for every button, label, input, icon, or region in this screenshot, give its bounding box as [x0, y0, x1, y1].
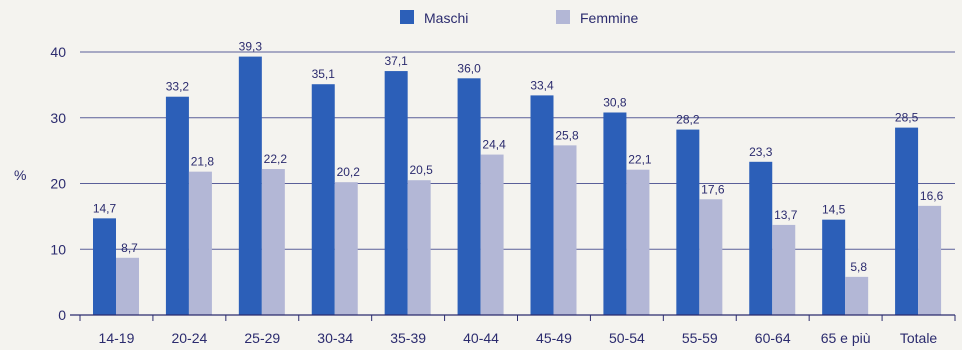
legend: Maschi Femmine [400, 10, 639, 26]
bar-maschi [457, 78, 481, 315]
x-tick-label: 60-64 [755, 330, 791, 346]
x-tick-label: 55-59 [682, 330, 718, 346]
bar-maschi [895, 127, 919, 315]
bar-maschi [238, 56, 262, 315]
bar-maschi [530, 95, 554, 316]
y-tick-label: 10 [50, 241, 66, 257]
data-label: 21,8 [191, 155, 215, 169]
x-tick-label: 25-29 [244, 330, 280, 346]
bar-femmine [918, 205, 942, 315]
bar-femmine [772, 224, 796, 315]
bar-maschi [311, 84, 335, 315]
bar-maschi [822, 219, 846, 315]
bar-femmine [553, 145, 577, 315]
data-label: 30,8 [603, 95, 627, 109]
x-tick-label: 30-34 [317, 330, 353, 346]
data-label: 20,5 [409, 163, 433, 177]
bar-femmine [699, 199, 723, 315]
bar-maschi [676, 129, 700, 315]
data-labels: 14,7 8,7 33,2 21,8 39,3 22,2 35,1 20,2 37,1 20,5 3… [93, 40, 944, 274]
data-label: 39,3 [239, 40, 263, 54]
x-tick-label: 50-54 [609, 330, 645, 346]
x-axis-ticks: 14-19 20-24 25-29 30-34 35-39 40-44 45-49 50-54… [79, 315, 956, 346]
data-label: 17,6 [701, 182, 725, 196]
data-label: 20,2 [337, 165, 361, 179]
bar-femmine [407, 180, 431, 315]
bar-maschi [384, 71, 408, 315]
legend-swatch-maschi [400, 10, 414, 24]
y-axis-ticks: 0 10 20 30 40 [50, 44, 66, 323]
bar-maschi [165, 96, 189, 316]
data-label: 25,8 [555, 128, 579, 142]
bar-maschi [749, 161, 773, 315]
x-tick-label: 35-39 [390, 330, 426, 346]
bar-femmine [261, 169, 285, 315]
bar-maschi [603, 112, 627, 316]
legend-label: Femmine [580, 10, 639, 26]
data-label: 35,1 [312, 67, 336, 81]
bar-femmine [334, 182, 358, 315]
x-tick-label: 65 e più [821, 330, 871, 346]
bar-femmine [188, 171, 212, 315]
x-tick-label: Totale [900, 330, 938, 346]
data-label: 16,6 [920, 189, 944, 203]
data-label: 22,1 [628, 153, 652, 167]
legend-swatch-femmine [556, 10, 570, 24]
gridlines [80, 51, 955, 250]
data-label: 13,7 [774, 208, 798, 222]
y-tick-label: 30 [50, 110, 66, 126]
data-label: 14,7 [93, 201, 117, 215]
bar-maschi [93, 218, 116, 315]
data-label: 23,3 [749, 145, 773, 159]
bar-femmine [845, 276, 869, 315]
data-label: 8,7 [121, 241, 138, 255]
data-label: 33,4 [530, 78, 554, 92]
bar-femmine [480, 154, 504, 315]
data-label: 14,5 [822, 203, 846, 217]
bar-femmine [116, 257, 139, 315]
data-label: 36,0 [457, 61, 481, 75]
bars [93, 56, 942, 316]
legend-label: Maschi [424, 10, 468, 26]
x-tick-label: 40-44 [463, 330, 499, 346]
y-tick-label: 20 [50, 176, 66, 192]
y-tick-label: 40 [50, 44, 66, 60]
data-label: 5,8 [850, 260, 867, 274]
data-label: 28,2 [676, 113, 700, 127]
x-tick-label: 20-24 [171, 330, 207, 346]
data-label: 24,4 [482, 138, 506, 152]
y-tick-label: 0 [58, 307, 66, 323]
bar-femmine [626, 169, 650, 315]
data-label: 33,2 [166, 80, 190, 94]
x-tick-label: 45-49 [536, 330, 572, 346]
data-label: 28,5 [895, 111, 919, 125]
x-tick-label: 14-19 [99, 330, 135, 346]
data-label: 22,2 [264, 152, 288, 166]
data-label: 37,1 [384, 54, 408, 68]
y-axis-label: % [14, 167, 26, 183]
